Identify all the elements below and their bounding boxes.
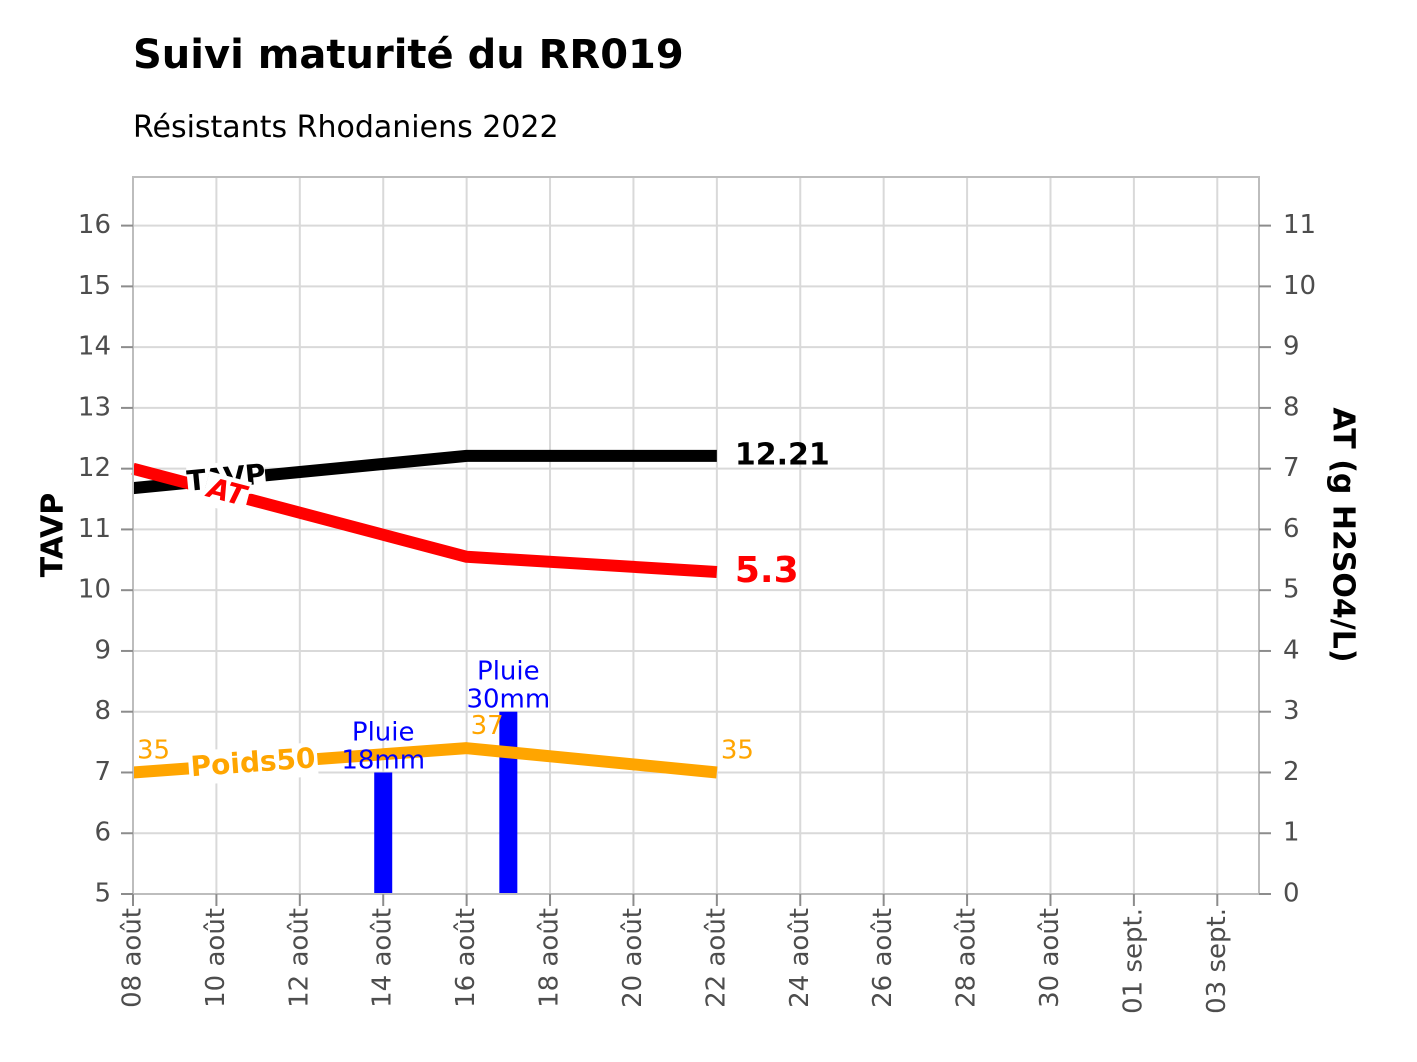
y-right-tick-label: 4 [1283,635,1300,665]
series-labels: Pluie18mmPluie30mmTAVP12.21AT5.3Poids503… [137,437,830,786]
y-left-tick-label: 6 [94,818,111,848]
grid-lines [132,177,1259,895]
chart-subtitle: Résistants Rhodaniens 2022 [133,110,559,145]
y-left-tick-label: 10 [78,575,111,605]
y-left-tick-label: 13 [78,392,111,422]
x-tick-label: 08 août [118,908,148,1008]
y-left-tick-label: 15 [78,271,111,301]
y-right-title: AT (g H2SO4/L) [1326,407,1361,662]
series-end-label: 5.3 [735,550,799,591]
rain-bar-label: Pluie [477,657,540,687]
y-right-tick-label: 10 [1283,271,1316,301]
series-point-label: 37 [471,711,504,741]
y-left-tick-label: 8 [94,696,111,726]
series-end-label: 12.21 [735,437,830,472]
x-tick-label: 01 sept. [1118,908,1148,1014]
series-name-bg [187,742,319,786]
rain-bar-label: 30mm [466,685,550,715]
y-right-tick-label: 0 [1283,879,1300,909]
y-right-tick-label: 1 [1283,818,1300,848]
x-tick-label: 16 août [451,908,481,1008]
x-tick-label: 18 août [535,908,565,1008]
y-right-tick-label: 11 [1283,210,1316,240]
x-tick-label: 26 août [868,908,898,1008]
y-left-tick-label: 5 [94,879,111,909]
x-tick-label: 10 août [201,908,231,1008]
y-left-tick-label: 11 [78,514,111,544]
series-name-bg [200,471,253,516]
y-right-tick-label: 6 [1283,514,1300,544]
x-tick-label: 14 août [368,908,398,1008]
rain-bar-label: Pluie [352,717,415,747]
y-right-tick-label: 9 [1283,332,1300,362]
x-tick-label: 30 août [1035,908,1065,1008]
plot-frame [132,176,1260,895]
y-right-tick-label: 7 [1283,453,1300,483]
rain-bar [374,772,393,894]
y-right-tick-label: 3 [1283,696,1300,726]
rain-bar-label: 18mm [341,745,425,775]
y-left-tick-label: 14 [78,332,111,362]
x-tick-label: 03 sept. [1202,908,1232,1014]
x-tick-label: 20 août [618,908,648,1008]
y-right-tick-label: 8 [1283,392,1300,422]
y-right-tick-label: 5 [1283,575,1300,605]
x-tick-label: 28 août [952,908,982,1008]
y-right-tick-label: 2 [1283,757,1300,787]
series-point-label: 35 [721,735,754,765]
x-tick-label: 12 août [284,908,314,1008]
x-tick-label: 22 août [701,908,731,1008]
y-left-tick-label: 7 [94,757,111,787]
y-left-tick-label: 9 [94,635,111,665]
y-left-title: TAVP [36,493,71,578]
series-point-label: 35 [137,735,170,765]
x-tick-label: 24 août [785,908,815,1008]
y-left-tick-label: 16 [78,210,111,240]
chart-title: Suivi maturité du RR019 [133,32,684,78]
y-left-tick-label: 12 [78,453,111,483]
